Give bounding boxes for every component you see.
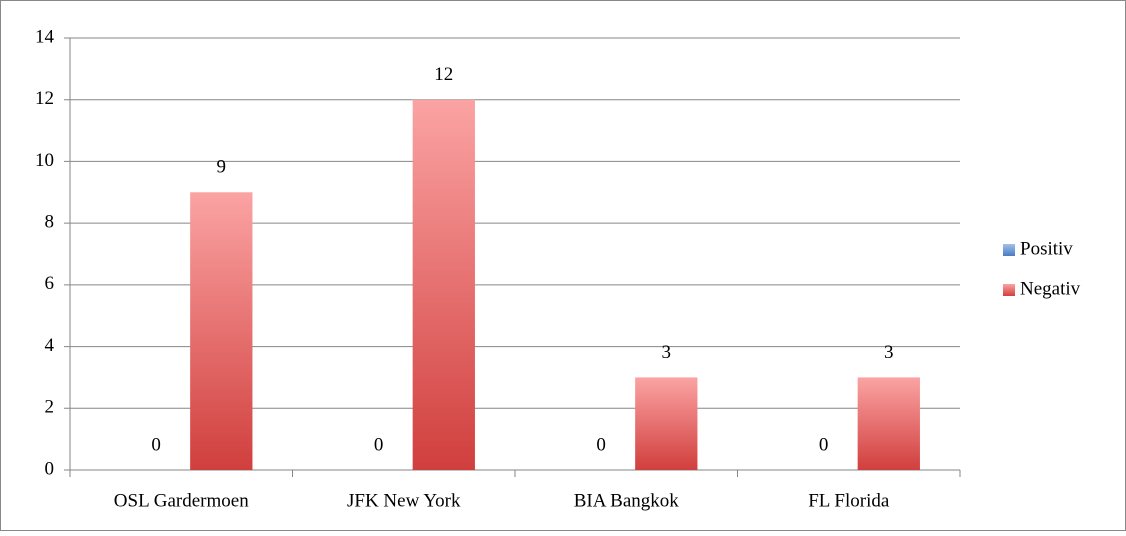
legend-swatch: [1003, 284, 1015, 296]
bar: [190, 192, 253, 471]
legend-swatch: [1003, 244, 1015, 256]
y-tick-label: 12: [35, 88, 54, 109]
legend-label: Negativ: [1020, 278, 1081, 299]
y-tick-label: 2: [45, 397, 55, 418]
y-tick-label: 4: [45, 335, 55, 356]
data-label: 9: [217, 157, 227, 178]
x-tick-label: FL Florida: [808, 490, 890, 511]
y-tick-label: 8: [45, 212, 55, 233]
x-tick-label: JFK New York: [347, 490, 461, 511]
data-label: 0: [596, 434, 606, 455]
y-tick-label: 6: [45, 273, 55, 294]
x-tick-label: OSL Gardermoen: [114, 490, 249, 511]
bar: [857, 377, 920, 470]
data-label: 12: [434, 64, 453, 85]
y-tick-label: 14: [35, 26, 55, 47]
data-label: 0: [374, 434, 384, 455]
data-label: 0: [151, 434, 161, 455]
data-label: 0: [819, 434, 829, 455]
data-label: 3: [884, 342, 894, 363]
y-tick-label: 10: [35, 150, 54, 171]
legend-label: Positiv: [1020, 238, 1073, 259]
bar: [412, 99, 475, 470]
bar: [635, 377, 698, 470]
x-tick-label: BIA Bangkok: [574, 490, 680, 511]
y-tick-label: 0: [45, 458, 55, 479]
data-label: 3: [662, 342, 672, 363]
